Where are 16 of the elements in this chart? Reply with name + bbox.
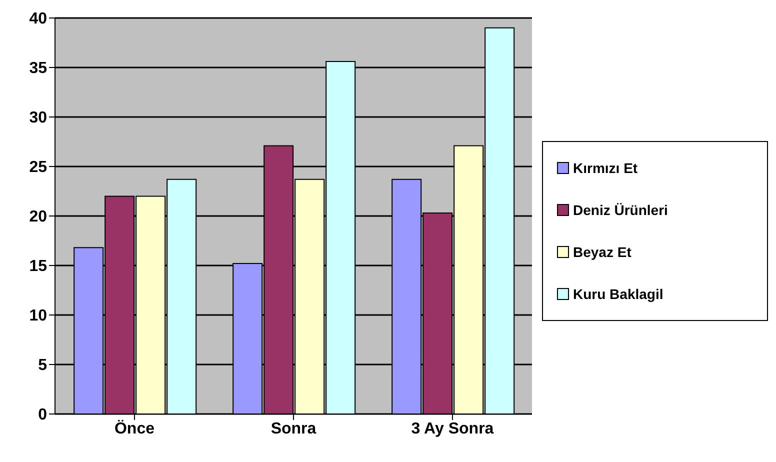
x-tick-label: Sonra bbox=[270, 420, 316, 438]
legend-label: Kuru Baklagil bbox=[573, 286, 664, 302]
y-tick-label: 15 bbox=[29, 258, 48, 276]
y-tick-label: 25 bbox=[29, 159, 48, 176]
y-tick-label: 5 bbox=[38, 357, 48, 374]
y-tick-label: 30 bbox=[29, 110, 48, 127]
y-tick-label: 0 bbox=[38, 406, 48, 424]
x-tick-label: Önce bbox=[114, 419, 155, 438]
y-tick-label: 40 bbox=[29, 10, 48, 28]
legend-label: Beyaz Et bbox=[573, 244, 632, 260]
y-tick-label: 10 bbox=[29, 308, 48, 325]
legend-label: Deniz Ürünleri bbox=[573, 202, 668, 218]
y-tick-label: 35 bbox=[29, 60, 48, 78]
x-tick-label: 3 Ay Sonra bbox=[411, 420, 494, 438]
y-tick-label: 20 bbox=[29, 208, 48, 226]
legend-label: Kırmızı Et bbox=[573, 160, 638, 176]
